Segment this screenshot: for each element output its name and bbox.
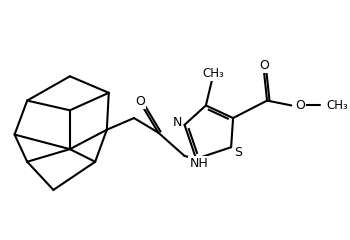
Text: O: O bbox=[259, 59, 269, 72]
Text: NH: NH bbox=[189, 157, 208, 170]
Text: S: S bbox=[234, 145, 242, 159]
Text: CH₃: CH₃ bbox=[203, 67, 225, 80]
Text: O: O bbox=[135, 95, 145, 108]
Text: O: O bbox=[295, 99, 305, 112]
Text: N: N bbox=[173, 116, 182, 129]
Text: CH₃: CH₃ bbox=[326, 99, 348, 112]
